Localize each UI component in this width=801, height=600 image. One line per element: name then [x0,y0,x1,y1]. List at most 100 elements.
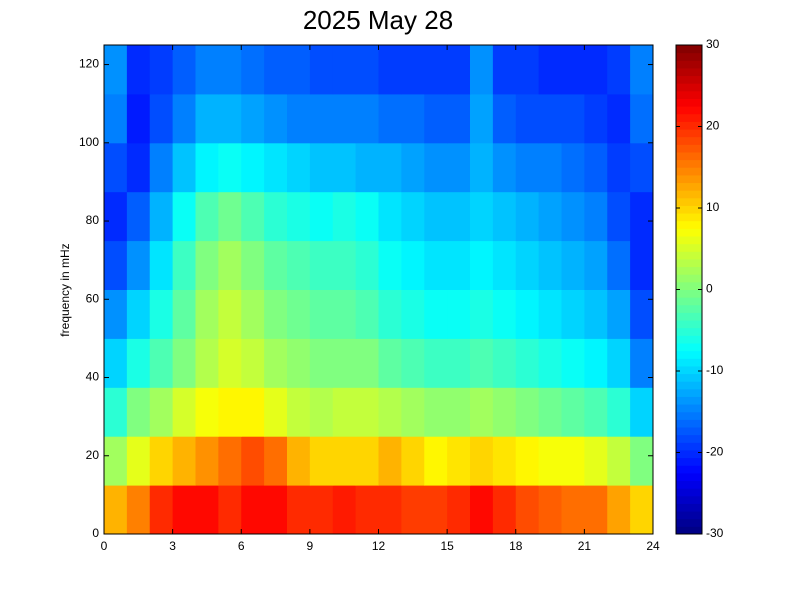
heatmap-cell [332,387,357,437]
heatmap-cell [447,387,471,437]
heatmap-cell [264,142,288,193]
heatmap-cell [126,93,151,144]
heatmap-cell [104,436,128,486]
heatmap-cell [538,289,562,339]
heatmap-cell [149,191,174,242]
colorbar-swatch [676,251,702,260]
heatmap-cell [355,93,379,144]
heatmap-cell [538,142,562,193]
heatmap-cell [447,436,471,486]
heatmap-cell [126,387,151,437]
colorbar-swatch [676,213,702,222]
heatmap-cell [355,240,379,290]
heatmap-cell [424,191,448,242]
x-tick-label: 24 [646,539,660,553]
heatmap-cell [470,338,494,388]
heatmap-cell [492,485,517,535]
heatmap-cell [218,338,242,388]
colorbar-swatch [676,83,702,92]
colorbar-tick-label: 30 [706,37,720,51]
colorbar-swatch [676,518,702,527]
heatmap-cell [538,387,562,437]
heatmap-cell [584,93,608,144]
heatmap-cell [401,485,425,535]
heatmap-cell [447,93,471,144]
heatmap-cell [264,387,288,437]
heatmap-cell [630,289,654,339]
heatmap-cell [447,485,471,535]
heatmap-cell [287,436,311,486]
heatmap-cell [126,191,151,242]
colorbar-swatch [676,45,702,54]
heatmap-cell [195,338,219,388]
colorbar-swatch [676,350,702,359]
y-tick-label: 40 [86,370,100,384]
heatmap-cell [241,289,265,339]
colorbar-tick-label: -10 [706,363,724,377]
heatmap-cell [264,485,288,535]
heatmap-cell [264,338,288,388]
heatmap-cell [538,240,562,290]
heatmap-cell [104,240,128,290]
heatmap-cell [264,191,288,242]
heatmap-cell [584,289,608,339]
heatmap-cell [355,338,379,388]
colorbar-swatch [676,90,702,99]
heatmap-cell [470,93,494,144]
heatmap-cell [287,142,311,193]
colorbar-swatch [676,365,702,375]
heatmap-cell [492,387,517,437]
heatmap-cell [470,191,494,242]
heatmap-cell [515,45,540,95]
heatmap-cell [401,289,425,339]
colorbar-swatch [676,320,702,329]
colorbar-swatch [676,449,702,459]
colorbar-swatch [676,480,702,489]
heatmap-cell [149,45,174,95]
heatmap-cell [607,289,631,339]
x-tick-label: 0 [101,539,108,553]
chart-title: 2025 May 28 [303,5,453,35]
colorbar-swatch [676,427,702,436]
heatmap-cell [378,93,402,144]
colorbar-tick-label: 0 [706,282,713,296]
heatmap-cell [424,338,448,388]
colorbar-swatch [676,465,702,474]
heatmap-cell [104,93,128,144]
heatmap-cell [218,240,242,290]
heatmap-cell [561,240,585,290]
y-tick-label: 100 [79,135,99,149]
heatmap-cell [218,93,242,144]
x-tick-label: 15 [440,539,454,553]
heatmap-cell [378,191,402,242]
colorbar-swatch [676,312,702,321]
heatmap-cell [630,45,654,95]
heatmap-cell [607,191,631,242]
heatmap-cell [309,436,334,486]
heatmap-cell [172,338,196,388]
colorbar-swatch [676,190,702,199]
heatmap-cell [241,436,265,486]
heatmap-cell [492,93,517,144]
heatmap-cell [470,240,494,290]
colorbar-swatch [676,129,702,138]
heatmap-cell [264,436,288,486]
colorbar-swatch [676,243,702,252]
heatmap-cell [332,289,357,339]
heatmap-cell [287,485,311,535]
heatmap-cell [287,387,311,437]
colorbar-tick-label: -20 [706,445,724,459]
heatmap-cell [172,45,196,95]
heatmap-cell [104,485,128,535]
heatmap-cell [149,387,174,437]
heatmap-cell [424,45,448,95]
heatmap-cell [424,387,448,437]
heatmap-cell [630,191,654,242]
colorbar-swatch [676,113,702,122]
heatmap-cell [126,485,151,535]
colorbar-swatch [676,121,702,130]
heatmap-cell [538,338,562,388]
heatmap-cell [195,436,219,486]
heatmap-cell [630,436,654,486]
